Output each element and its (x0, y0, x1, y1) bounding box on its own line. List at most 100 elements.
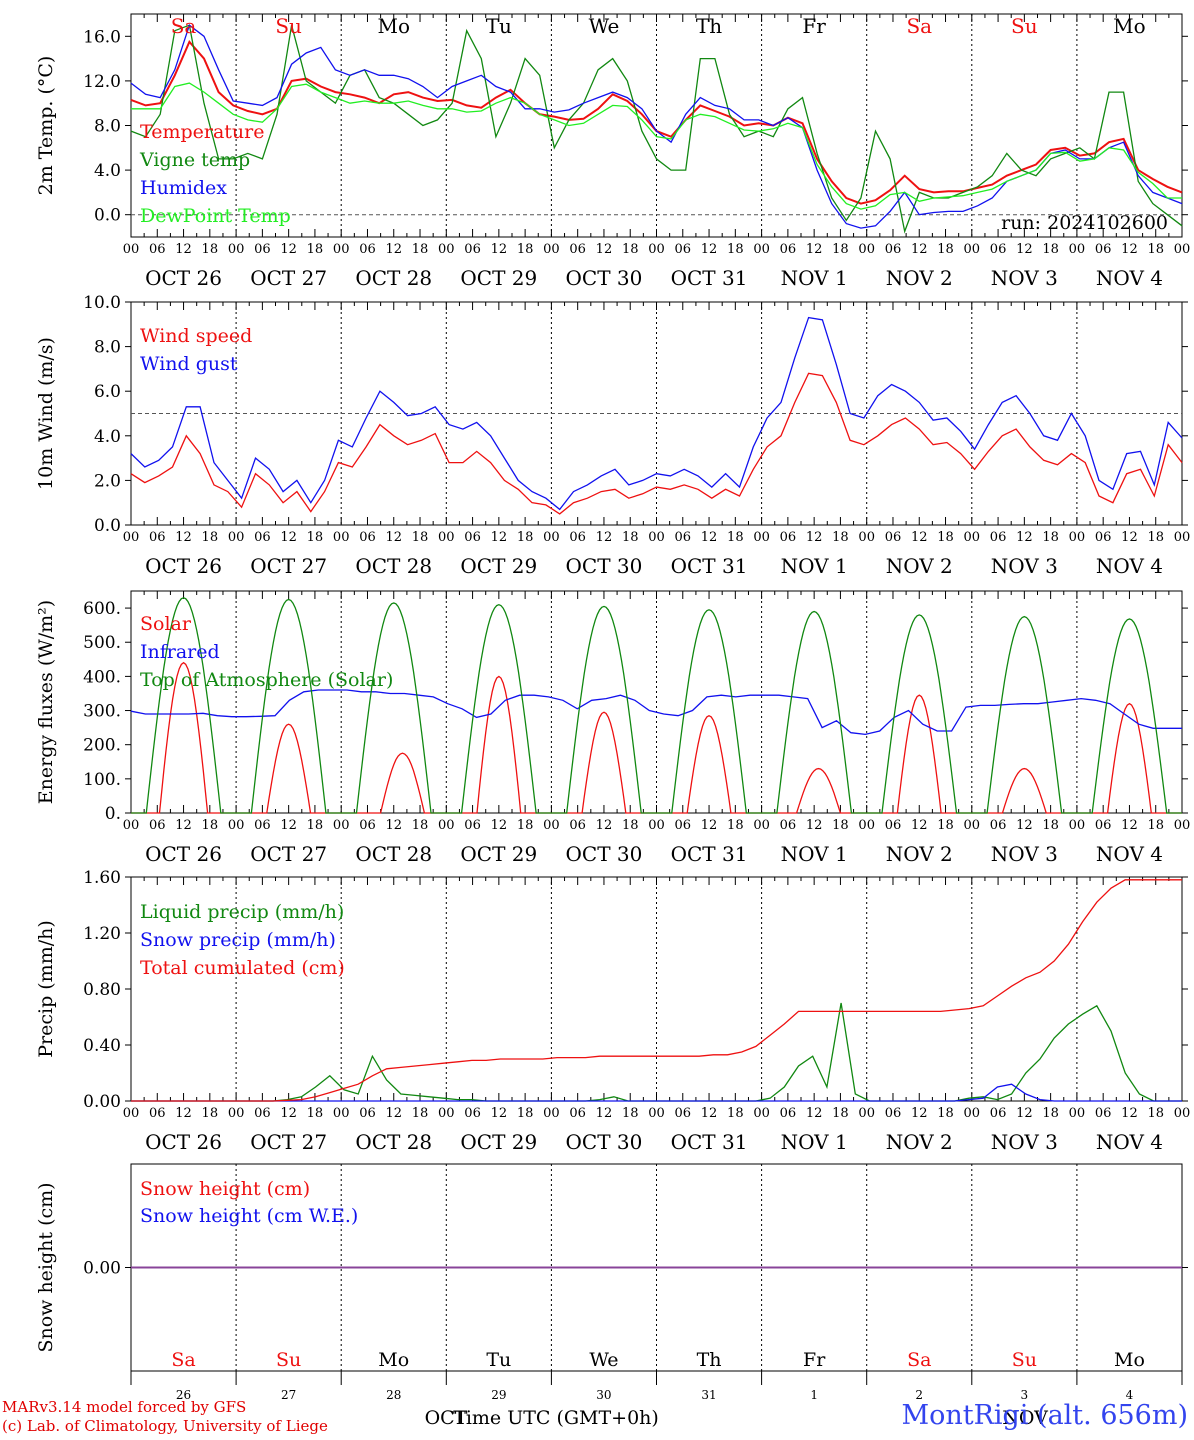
y-tick-label: 4.0 (94, 427, 121, 447)
hour-tick-label: 00 (1069, 1106, 1086, 1121)
hour-tick-label: 18 (517, 530, 534, 545)
series-line-blue (131, 1083, 1182, 1102)
hour-tick-label: 12 (596, 242, 613, 257)
hour-tick-label: 00 (1069, 530, 1086, 545)
date-label: OCT 29 (460, 842, 537, 866)
hour-tick-label: 00 (123, 818, 140, 833)
hour-tick-label: 12 (491, 530, 508, 545)
series-line-red (131, 879, 1182, 1102)
date-label: NOV 1 (781, 266, 848, 290)
hour-tick-label: 12 (175, 242, 192, 257)
hour-tick-label: 12 (701, 818, 718, 833)
date-label: OCT 30 (566, 554, 643, 578)
x-axis-label: Time UTC (GMT+0h) (453, 1407, 659, 1429)
hour-tick-label: 00 (1174, 1106, 1191, 1121)
hour-tick-label: 18 (622, 818, 639, 833)
hour-tick-label: 00 (1069, 242, 1086, 257)
date-label: OCT 29 (460, 266, 537, 290)
day-number-label: 28 (386, 1388, 401, 1402)
credit-line-1: MARv3.14 model forced by GFS (2, 1398, 247, 1416)
day-abbr-label: Tu (486, 14, 512, 38)
date-label: NOV 3 (991, 842, 1058, 866)
y-tick-label: 0. (105, 804, 121, 824)
hour-tick-label: 00 (228, 1106, 245, 1121)
hour-tick-label: 12 (280, 818, 297, 833)
hour-tick-label: 12 (280, 242, 297, 257)
hour-tick-label: 06 (990, 818, 1007, 833)
hour-tick-label: 06 (675, 1106, 692, 1121)
model-credit: MARv3.14 model forced by GFS (c) Lab. of… (2, 1398, 328, 1436)
hour-tick-label: 00 (753, 1106, 770, 1121)
date-label: OCT 27 (250, 842, 327, 866)
day-abbr-label: Mo (1113, 14, 1146, 38)
hour-tick-label: 12 (175, 1106, 192, 1121)
hour-tick-label: 12 (1121, 818, 1138, 833)
y-tick-label: 600. (83, 599, 121, 619)
hour-tick-label: 12 (1121, 1106, 1138, 1121)
legend-entry: Wind gust (140, 353, 238, 375)
panel-3: 0. 100. 200. 300. 400. 500. 600. Energy fluxes … (35, 590, 1191, 866)
legend-entry: Wind speed (140, 325, 252, 347)
date-label: NOV 1 (781, 554, 848, 578)
date-label: OCT 31 (671, 842, 748, 866)
day-number-label: 29 (491, 1388, 506, 1402)
day-number-label: 1 (810, 1388, 818, 1402)
date-label: OCT 26 (145, 266, 222, 290)
hour-tick-label: 18 (517, 818, 534, 833)
hour-tick-label: 00 (543, 818, 560, 833)
hour-tick-label: 06 (990, 530, 1007, 545)
y-tick-label: 400. (83, 667, 121, 687)
series-line-blue (130, 316, 1183, 511)
hour-tick-label: 12 (1016, 818, 1033, 833)
hour-tick-label: 18 (412, 1106, 429, 1121)
hour-tick-label: 06 (780, 530, 797, 545)
hour-tick-label: 00 (1174, 818, 1191, 833)
hour-tick-label: 00 (438, 818, 455, 833)
legend-entry: Solar (140, 613, 192, 635)
hour-tick-label: 18 (727, 818, 744, 833)
date-label: NOV 2 (886, 842, 953, 866)
hour-tick-label: 12 (280, 1106, 297, 1121)
date-label: NOV 4 (1096, 842, 1163, 866)
day-abbr-label: Tu (486, 1349, 511, 1371)
date-label: OCT 28 (355, 842, 432, 866)
hour-tick-label: 06 (675, 818, 692, 833)
day-abbr-label: We (589, 1349, 618, 1371)
legend-entry: Snow precip (mm/h) (140, 929, 336, 951)
hour-tick-label: 12 (491, 818, 508, 833)
legend-entry: Liquid precip (mm/h) (140, 901, 344, 923)
y-tick-label: 8.0 (94, 338, 121, 358)
y-tick-label: 0.80 (83, 980, 121, 1000)
hour-tick-label: 06 (569, 530, 586, 545)
date-label: NOV 3 (991, 266, 1058, 290)
y-axis-label: Snow height (cm) (35, 1182, 57, 1352)
day-abbr-label: We (589, 14, 620, 38)
hour-tick-label: 18 (1042, 1106, 1059, 1121)
day-number-label: 30 (596, 1388, 611, 1402)
legend-entry: Humidex (140, 177, 227, 199)
hour-tick-label: 00 (964, 818, 981, 833)
day-abbr-label: Sa (906, 14, 932, 38)
hour-tick-label: 18 (1147, 818, 1164, 833)
hour-tick-label: 00 (964, 1106, 981, 1121)
hour-tick-label: 18 (517, 242, 534, 257)
hour-tick-label: 06 (885, 530, 902, 545)
hour-tick-label: 18 (1042, 818, 1059, 833)
y-tick-label: 1.60 (83, 868, 121, 888)
hour-tick-label: 00 (964, 242, 981, 257)
date-label: OCT 28 (355, 266, 432, 290)
hour-tick-label: 06 (990, 242, 1007, 257)
hour-tick-label: 06 (569, 818, 586, 833)
hour-tick-label: 12 (701, 530, 718, 545)
y-tick-label: 100. (83, 770, 121, 790)
day-abbr-label: Fr (802, 14, 826, 38)
date-label: NOV 1 (781, 842, 848, 866)
hour-tick-label: 06 (359, 1106, 376, 1121)
hour-tick-label: 18 (412, 242, 429, 257)
hour-tick-label: 18 (1147, 242, 1164, 257)
hour-tick-label: 00 (333, 818, 350, 833)
legend-entry: Snow height (cm W.E.) (140, 1205, 358, 1227)
hour-tick-label: 12 (1121, 242, 1138, 257)
day-number-label: 27 (281, 1388, 296, 1402)
hour-tick-label: 00 (228, 818, 245, 833)
